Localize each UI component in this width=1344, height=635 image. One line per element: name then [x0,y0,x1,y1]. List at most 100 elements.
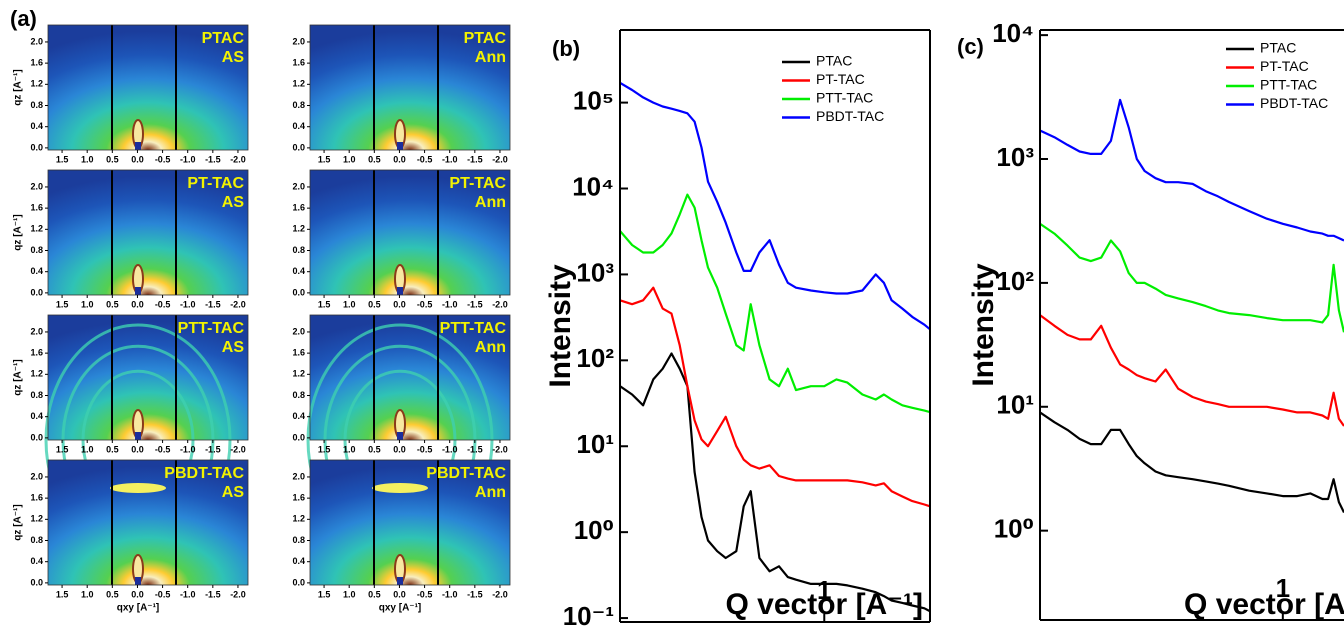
series-line [1040,314,1344,427]
scattering-image [48,170,248,295]
diffraction-spot [110,483,166,493]
y-tick-label: 0.8 [30,245,43,255]
y-tick-label: 2.0 [292,36,305,46]
y-tick-label: 1.2 [292,514,305,524]
x-tick-label: 1.5 [56,589,69,599]
x-tick-label: 1.0 [343,589,356,599]
legend-label: PBDT-TAC [1260,95,1328,111]
x-tick-label: -0.5 [155,154,171,164]
x-tick-label: -2.0 [230,154,246,164]
y-tick-label: 0.4 [30,266,43,276]
x-tick-label: 0.0 [131,299,144,309]
y-tick-label: 0.8 [292,390,305,400]
y-tick-label: 1.2 [30,79,43,89]
y-tick-label: 2.0 [30,36,43,46]
x-tick-label: 1.5 [56,299,69,309]
y-tick-label: 2.0 [30,471,43,481]
y-tick-label: 1.6 [292,348,305,358]
x-tick-label: 1.5 [318,444,331,454]
x-tick-label: 0.5 [368,589,381,599]
x-tick-label: 0.5 [368,444,381,454]
x-tick-label: -2.0 [230,444,246,454]
x-tick-label: -1.0 [442,299,458,309]
x-tick-label: 0.0 [131,589,144,599]
condition-label: Ann [475,339,506,356]
x-tick-label: -1.5 [467,154,483,164]
x-tick-label: -1.5 [205,299,221,309]
condition-label: Ann [475,194,506,211]
y-tick-label: 1.6 [292,58,305,68]
series-line [620,193,930,414]
scattering-image [310,460,510,585]
y-tick-label: 1.6 [292,493,305,503]
y-tick-label: 1.6 [30,493,43,503]
x-tick-label: -1.5 [467,299,483,309]
y-tick-label: 0.0 [30,142,43,152]
condition-label: AS [222,194,245,211]
y-tick-label: 1.6 [30,348,43,358]
y-tick-label: 0.0 [30,287,43,297]
image-frame [309,24,511,151]
y-tick-label: 10¹ [576,429,614,459]
legend-label: PT-TAC [816,71,865,87]
x-tick-label: 0.5 [106,444,119,454]
y-tick-label: 0.0 [292,577,305,587]
y-tick-label: 0.0 [292,287,305,297]
y-tick-label: 1.2 [30,514,43,524]
x-tick-label: -2.0 [492,589,508,599]
x-tick-label: -0.5 [417,444,433,454]
legend-label: PTAC [816,53,852,69]
y-axis-label: Intensity [967,263,1000,387]
y-tick-label: 10⁻¹ [563,601,614,630]
image-frame [309,459,511,586]
x-tick-label: -1.5 [467,589,483,599]
beam-stop [135,577,141,585]
x-axis-label: Q vector [A⁻¹] [726,588,924,621]
beam-stop [397,287,403,295]
y-tick-label: 10⁴ [572,171,614,201]
y-tick-label: 2.0 [30,326,43,336]
y-tick-label: 1.6 [30,203,43,213]
y-tick-label: 0.8 [30,100,43,110]
x-tick-label: 1.5 [56,444,69,454]
plot-area [1040,98,1344,513]
panel-label: (c) [957,34,984,59]
y-axis-label: Intensity [544,264,577,388]
series-line [620,286,930,508]
x-tick-label: -1.5 [205,154,221,164]
sample-label: PTAC [202,30,245,47]
y-tick-label: 1.2 [292,79,305,89]
y-tick-label: 0.0 [30,577,43,587]
x-tick-label: -1.0 [180,154,196,164]
beam-stop [397,142,403,150]
x-tick-label: 1.5 [318,299,331,309]
y-tick-label: 2.0 [292,326,305,336]
legend-label: PTT-TAC [1260,77,1317,93]
x-tick-label: -1.0 [180,299,196,309]
y-tick-label: 0.4 [292,121,305,131]
beam-stop [397,432,403,440]
y-axis-label: qz [A⁻¹] [13,504,24,540]
y-tick-label: 10⁵ [573,85,614,115]
x-tick-label: 1.5 [56,154,69,164]
x-tick-label: 1.0 [81,299,94,309]
x-tick-label: -0.5 [155,299,171,309]
x-tick-label: 0.5 [368,154,381,164]
scattering-image [310,25,510,150]
y-tick-label: 10¹ [996,390,1034,420]
y-tick-label: 10⁴ [992,18,1034,48]
x-tick-label: 1.5 [318,589,331,599]
y-tick-label: 1.2 [292,224,305,234]
condition-label: Ann [475,49,506,66]
y-tick-label: 0.8 [292,100,305,110]
scattering-image [310,170,510,295]
x-axis-label: qxy [A⁻¹] [117,603,160,614]
y-tick-label: 10³ [996,142,1034,172]
x-tick-label: -1.0 [180,589,196,599]
y-tick-label: 1.2 [292,369,305,379]
series-line [1040,222,1344,333]
panel-label: (a) [10,6,37,31]
diffraction-spot [372,483,428,493]
y-tick-label: 2.0 [292,181,305,191]
